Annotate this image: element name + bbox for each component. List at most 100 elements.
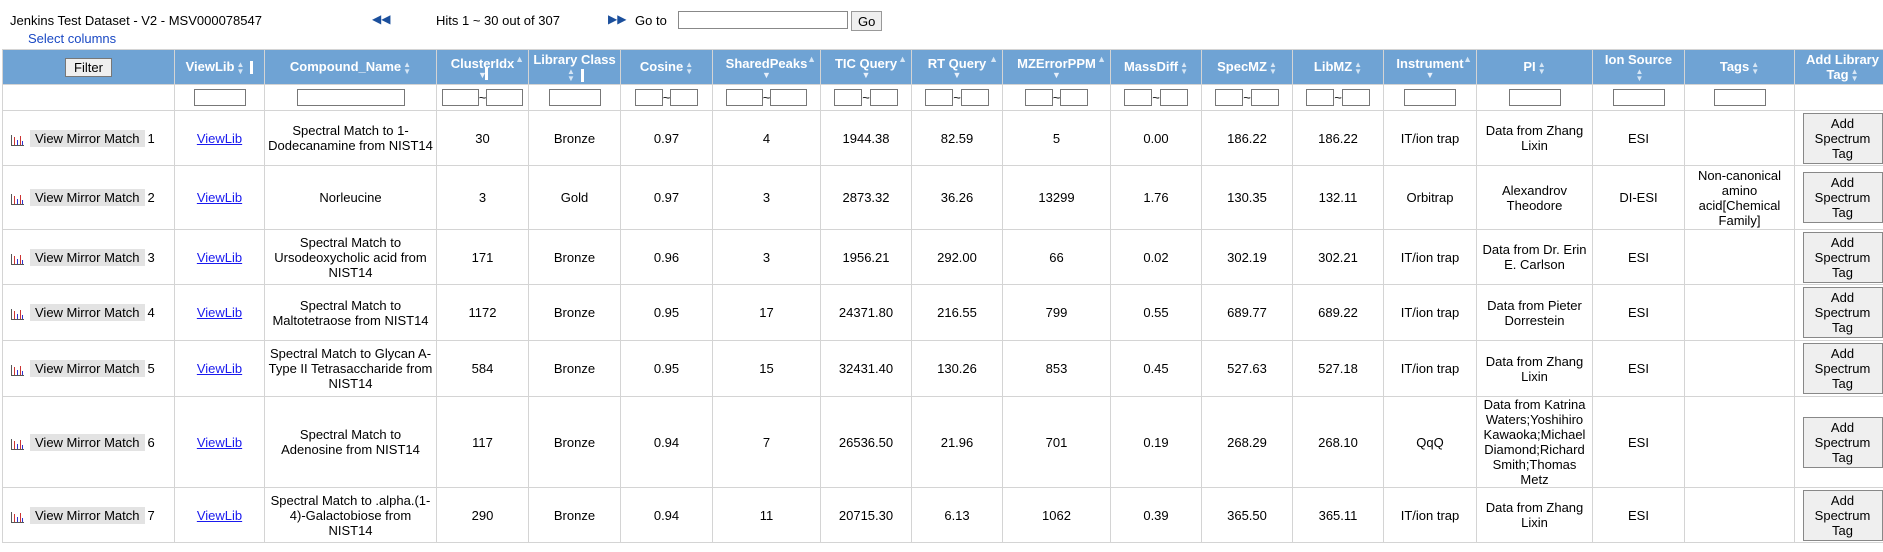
- sort-asc-icon[interactable]: ▲: [807, 54, 816, 64]
- viewlib-link[interactable]: ViewLib: [196, 361, 243, 376]
- add-spectrum-tag-button[interactable]: Add Spectrum Tag: [1802, 416, 1883, 468]
- sort-icon[interactable]: ▲ ▼: [1751, 59, 1760, 76]
- last-page-icon[interactable]: ▶▶: [608, 12, 627, 26]
- col-clusteridx[interactable]: ClusterIdx ▲ ▼: [436, 49, 529, 85]
- filter-libmz-max[interactable]: [1341, 89, 1370, 106]
- spectrum-chart-icon[interactable]: [11, 134, 24, 146]
- col-mzerrorppm[interactable]: MZErrorPPM ▲ ▼: [1002, 49, 1111, 85]
- viewlib-link[interactable]: ViewLib: [196, 507, 243, 523]
- select-columns-link[interactable]: Select columns: [28, 31, 117, 46]
- resize-handle[interactable]: [485, 67, 488, 80]
- filter-pi-input[interactable]: [1508, 89, 1561, 106]
- first-page-icon[interactable]: ◀◀: [372, 12, 391, 26]
- filter-cosine-min[interactable]: [634, 89, 663, 106]
- filter-ionsource-input[interactable]: [1612, 89, 1665, 106]
- sort-icon[interactable]: ▲ ▼: [236, 59, 245, 76]
- filter-compound-input[interactable]: [296, 89, 405, 106]
- col-specmz[interactable]: SpecMZ ▲ ▼: [1201, 49, 1293, 85]
- spectrum-chart-icon[interactable]: [11, 364, 24, 377]
- filter-rt-max[interactable]: [960, 89, 989, 106]
- viewlib-link[interactable]: ViewLib: [196, 434, 243, 450]
- filter-libclass-input[interactable]: [548, 89, 601, 106]
- filter-ppm-min[interactable]: [1024, 89, 1053, 106]
- sort-asc-icon[interactable]: ▲: [1097, 54, 1106, 64]
- add-spectrum-tag-button[interactable]: Add Spectrum Tag: [1802, 172, 1883, 223]
- sort-icon[interactable]: ▲ ▼: [1268, 59, 1277, 76]
- view-mirror-match-button[interactable]: View Mirror Match: [30, 433, 145, 451]
- spectrum-chart-icon[interactable]: [11, 438, 24, 450]
- sort-icon[interactable]: ▲ ▼: [1537, 59, 1546, 76]
- filter-cosine-max[interactable]: [670, 89, 699, 106]
- col-tic-query[interactable]: TIC Query ▲ ▼: [820, 49, 912, 85]
- add-spectrum-tag-button[interactable]: Add Spectrum Tag: [1802, 112, 1883, 164]
- sort-icon[interactable]: ▲ ▼: [1850, 67, 1859, 84]
- filter-instrument-input[interactable]: [1404, 89, 1456, 106]
- col-cosine[interactable]: Cosine ▲ ▼: [620, 49, 713, 85]
- sort-desc-icon[interactable]: ▼: [1052, 69, 1061, 80]
- sort-asc-icon[interactable]: ▲: [1463, 54, 1472, 64]
- sort-desc-icon[interactable]: ▼: [478, 69, 487, 80]
- filter-button[interactable]: Filter: [65, 57, 112, 77]
- spectrum-chart-icon[interactable]: [11, 308, 24, 321]
- filter-massdiff-min[interactable]: [1124, 89, 1153, 106]
- col-rt-query[interactable]: RT Query ▲ ▼: [911, 49, 1003, 85]
- sort-icon[interactable]: ▲ ▼: [685, 59, 694, 76]
- viewlib-link[interactable]: ViewLib: [196, 130, 243, 146]
- filter-libmz-min[interactable]: [1306, 89, 1335, 106]
- viewlib-link[interactable]: ViewLib: [196, 305, 243, 320]
- view-mirror-match-button[interactable]: View Mirror Match: [30, 304, 145, 321]
- sort-desc-icon[interactable]: ▼: [861, 69, 871, 80]
- filter-rt-min[interactable]: [925, 89, 954, 106]
- filter-tags-input[interactable]: [1713, 89, 1766, 106]
- sort-icon[interactable]: ▲ ▼: [1354, 59, 1363, 76]
- col-libmz[interactable]: LibMZ ▲ ▼: [1292, 49, 1384, 85]
- filter-shared-max[interactable]: [770, 89, 808, 106]
- add-spectrum-tag-button[interactable]: Add Spectrum Tag: [1802, 287, 1883, 338]
- filter-ppm-max[interactable]: [1060, 89, 1089, 106]
- col-sharedpeaks[interactable]: SharedPeaks ▲ ▼: [712, 49, 821, 85]
- col-pi[interactable]: PI ▲ ▼: [1476, 49, 1593, 85]
- view-mirror-match-button[interactable]: View Mirror Match: [30, 189, 145, 206]
- col-viewlib[interactable]: ViewLib ▲ ▼: [174, 49, 265, 85]
- filter-tic-max[interactable]: [869, 89, 898, 106]
- spectrum-chart-icon[interactable]: [11, 253, 24, 265]
- filter-cluster-max[interactable]: [486, 89, 524, 106]
- sort-asc-icon[interactable]: ▲: [989, 54, 998, 64]
- col-instrument[interactable]: Instrument ▲ ▼: [1383, 49, 1477, 85]
- sort-icon[interactable]: ▲ ▼: [1635, 67, 1644, 84]
- filter-massdiff-max[interactable]: [1159, 89, 1188, 106]
- sort-asc-icon[interactable]: ▲: [515, 54, 524, 64]
- goto-input[interactable]: [678, 11, 848, 29]
- filter-specmz-min[interactable]: [1215, 89, 1244, 106]
- col-ion-source[interactable]: Ion Source ▲ ▼: [1592, 49, 1685, 85]
- view-mirror-match-button[interactable]: View Mirror Match: [30, 360, 145, 377]
- sort-asc-icon[interactable]: ▲: [898, 54, 907, 64]
- spectrum-chart-icon[interactable]: [11, 511, 24, 523]
- view-mirror-match-button[interactable]: View Mirror Match: [30, 248, 145, 266]
- filter-cluster-min[interactable]: [441, 89, 479, 106]
- sort-icon[interactable]: ▲ ▼: [567, 67, 575, 84]
- add-spectrum-tag-button[interactable]: Add Spectrum Tag: [1802, 489, 1883, 541]
- col-compound-name[interactable]: Compound_Name ▲ ▼: [264, 49, 437, 85]
- resize-handle[interactable]: [580, 68, 584, 82]
- sort-desc-icon[interactable]: ▼: [1425, 69, 1435, 80]
- filter-specmz-max[interactable]: [1250, 89, 1279, 106]
- add-spectrum-tag-button[interactable]: Add Spectrum Tag: [1802, 231, 1883, 283]
- col-library-class[interactable]: Library Class▲ ▼: [528, 49, 621, 85]
- resize-handle[interactable]: [250, 61, 254, 75]
- sort-desc-icon[interactable]: ▼: [762, 69, 771, 80]
- spectrum-chart-icon[interactable]: [11, 193, 24, 206]
- filter-tic-min[interactable]: [834, 89, 863, 106]
- go-button[interactable]: Go: [851, 11, 883, 31]
- view-mirror-match-button[interactable]: View Mirror Match: [30, 129, 145, 147]
- sort-icon[interactable]: ▲ ▼: [403, 59, 412, 76]
- add-spectrum-tag-button[interactable]: Add Spectrum Tag: [1802, 343, 1883, 394]
- col-tags[interactable]: Tags ▲ ▼: [1684, 49, 1795, 85]
- view-mirror-match-button[interactable]: View Mirror Match: [30, 506, 145, 524]
- sort-icon[interactable]: ▲ ▼: [1180, 59, 1189, 76]
- col-massdiff[interactable]: MassDiff ▲ ▼: [1110, 49, 1202, 85]
- sort-desc-icon[interactable]: ▼: [952, 69, 962, 80]
- viewlib-link[interactable]: ViewLib: [196, 249, 243, 265]
- filter-shared-min[interactable]: [725, 89, 763, 106]
- viewlib-link[interactable]: ViewLib: [196, 190, 243, 205]
